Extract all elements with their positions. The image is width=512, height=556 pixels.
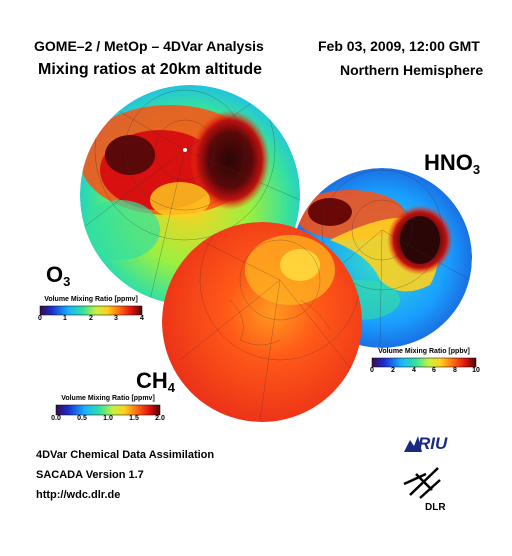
- riu-logo: [404, 436, 422, 452]
- ch4-label: CH4: [136, 368, 176, 395]
- colorbar-tick: 10: [472, 367, 480, 374]
- colorbar-tick: 0.5: [77, 415, 87, 422]
- hno3-colorbar-labels: Volume Mixing Ratio [ppbv] 0 2 4 6 8 10: [362, 348, 486, 376]
- hno3-colorbar-title: Volume Mixing Ratio [ppbv]: [378, 348, 470, 355]
- footer-info: 4DVar Chemical Data Assimilation SACADA …: [36, 445, 214, 505]
- o3-colorbar: [39, 305, 143, 316]
- colorbar-tick: 1.0: [103, 415, 113, 422]
- colorbar-tick: 2: [89, 315, 93, 322]
- o3-label: O3: [46, 262, 71, 289]
- o3-colorbar-title: Volume Mixing Ratio [ppmv]: [44, 296, 138, 303]
- hno3-colorbar: [371, 357, 477, 368]
- hno3-label: HNO3: [424, 150, 481, 177]
- subtitle-left: Mixing ratios at 20km altitude: [38, 61, 263, 78]
- colorbar-tick: 6: [432, 367, 436, 374]
- ch4-colorbar-title: Volume Mixing Ratio [ppmv]: [61, 395, 155, 402]
- colorbar-tick: 8: [453, 367, 457, 374]
- o3-globe: [80, 85, 300, 305]
- colorbar-tick: 2.0: [155, 415, 165, 422]
- colorbar-tick: 0.0: [51, 415, 61, 422]
- colorbar-tick: 0: [370, 367, 374, 374]
- ch4-colorbar-labels: Volume Mixing Ratio [ppmv] 0.0 0.5 1.0 1…: [46, 395, 170, 424]
- colorbar-tick: 0: [38, 315, 42, 322]
- footer-line-3: http://wdc.dlr.de: [36, 489, 121, 501]
- subtitle-right: Northern Hemisphere: [340, 62, 484, 78]
- o3-colorbar-labels: Volume Mixing Ratio [ppmv] 0 1 2 3 4: [30, 296, 152, 324]
- footer-line-1: 4DVar Chemical Data Assimilation: [36, 449, 215, 461]
- ch4-colorbar: [55, 404, 161, 416]
- colorbar-tick: 1.5: [129, 415, 139, 422]
- riu-logo-text: RIU: [418, 434, 448, 453]
- title-right: Feb 03, 2009, 12:00 GMT: [318, 38, 480, 54]
- ch4-globe: [162, 222, 362, 422]
- footer-line-2: SACADA Version 1.7: [36, 469, 144, 481]
- colorbar-tick: 1: [63, 315, 67, 322]
- title-left: GOME–2 / MetOp – 4DVar Analysis: [34, 38, 264, 54]
- colorbar-tick: 4: [140, 315, 144, 322]
- dlr-logo-text: DLR: [425, 502, 446, 513]
- colorbar-tick: 3: [114, 315, 118, 322]
- colorbar-tick: 2: [391, 367, 395, 374]
- dlr-logo: [403, 467, 441, 499]
- colorbar-tick: 4: [412, 367, 416, 374]
